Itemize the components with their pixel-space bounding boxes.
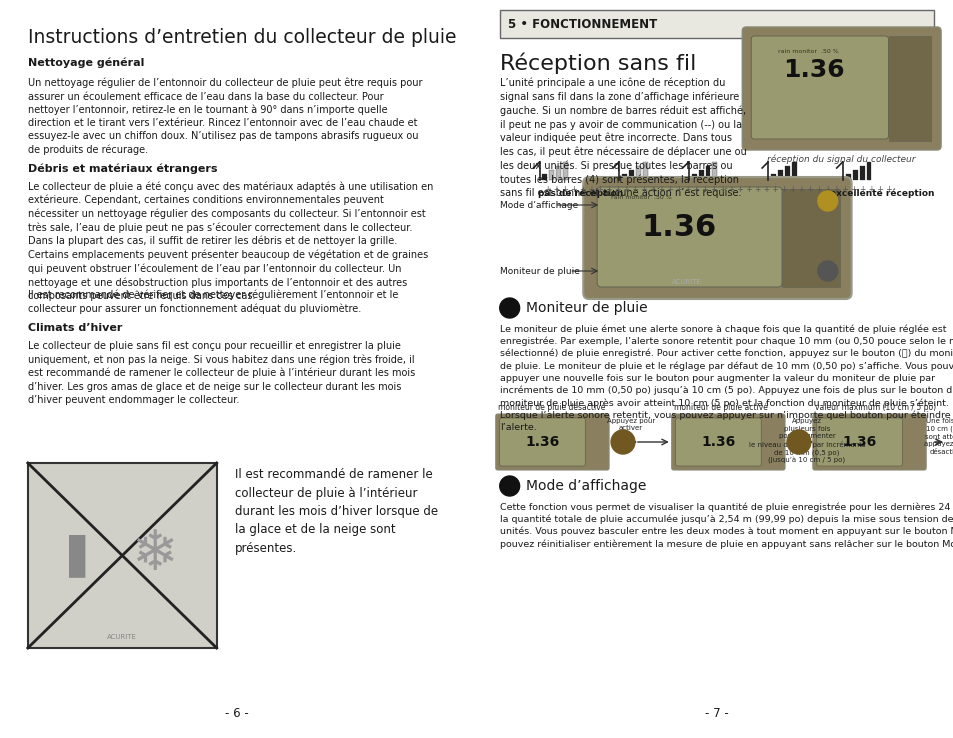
Text: B: B (823, 266, 831, 276)
FancyBboxPatch shape (750, 36, 887, 139)
Text: ACURITE: ACURITE (107, 634, 137, 640)
FancyBboxPatch shape (812, 414, 925, 470)
Text: A: A (823, 196, 831, 206)
Text: pas de réception: pas de réception (537, 188, 622, 198)
Text: Mode d’affichage: Mode d’affichage (499, 201, 578, 210)
Bar (621, 174, 626, 180)
Bar (865, 162, 871, 180)
Text: A: A (505, 303, 513, 313)
Text: - 6 -: - 6 - (225, 707, 249, 720)
Text: ACURITE: ACURITE (671, 279, 700, 285)
Text: Instructions d’entretien du collecteur de pluie: Instructions d’entretien du collecteur d… (28, 28, 456, 47)
Bar (28, 463, 216, 648)
Text: moniteur de pluie désactivé: moniteur de pluie désactivé (497, 402, 604, 412)
Circle shape (817, 261, 837, 281)
FancyBboxPatch shape (597, 187, 781, 287)
Text: Moniteur de pluie: Moniteur de pluie (499, 266, 579, 275)
Text: rain monitor  .50 %: rain monitor .50 % (611, 195, 671, 200)
Bar (770, 174, 775, 180)
Bar (499, 10, 933, 38)
Bar (636, 166, 640, 180)
Text: rain monitor  .50 %: rain monitor .50 % (778, 49, 838, 54)
Text: 1.36: 1.36 (640, 213, 716, 243)
Text: Mode d’affichage: Mode d’affichage (525, 479, 645, 493)
Circle shape (499, 298, 519, 318)
FancyBboxPatch shape (496, 414, 608, 470)
Circle shape (786, 430, 810, 454)
Text: 1.36: 1.36 (782, 58, 843, 82)
Bar (642, 162, 647, 180)
Text: ⓺: ⓺ (795, 435, 801, 449)
Text: 1.36: 1.36 (700, 435, 735, 449)
Text: valeur maximum (10 cm / 5 po): valeur maximum (10 cm / 5 po) (814, 403, 935, 412)
Text: Cette fonction vous permet de visualiser la quantité de pluie enregistrée pour l: Cette fonction vous permet de visualiser… (499, 502, 953, 549)
Bar (712, 162, 717, 180)
Bar (698, 170, 702, 180)
Text: - 7 -: - 7 - (704, 707, 728, 720)
Text: L’unité principale a une icône de réception du
signal sans fil dans la zone d’af: L’unité principale a une icône de récept… (499, 78, 745, 199)
Bar (691, 174, 696, 180)
Bar (542, 174, 547, 180)
Text: 5 • FONCTIONNEMENT: 5 • FONCTIONNEMENT (507, 18, 657, 30)
Text: ❄: ❄ (131, 528, 177, 582)
Bar (791, 162, 796, 180)
Text: Débris et matériaux étrangers: Débris et matériaux étrangers (28, 163, 217, 173)
Bar (784, 166, 789, 180)
Bar (859, 166, 863, 180)
Text: Le collecteur de pluie a été conçu avec des matériaux adaptés à une utilisation : Le collecteur de pluie a été conçu avec … (28, 181, 433, 301)
FancyBboxPatch shape (582, 177, 851, 299)
Text: Appuyez pour
activer: Appuyez pour activer (606, 418, 655, 432)
Text: Le collecteur de pluie sans fil est conçu pour recueillir et enregistrer la plui: Le collecteur de pluie sans fil est conç… (28, 341, 415, 404)
Text: excellente réception: excellente réception (829, 188, 933, 198)
Text: Nettoyage général: Nettoyage général (28, 58, 144, 69)
Bar (781, 189, 839, 287)
Bar (778, 170, 782, 180)
FancyBboxPatch shape (671, 414, 784, 470)
Text: Il est recommandé de ramener le
collecteur de pluie à l’intérieur
durant les moi: Il est recommandé de ramener le collecte… (234, 468, 437, 555)
Text: Climats d’hiver: Climats d’hiver (28, 323, 122, 333)
Text: Le moniteur de pluie émet une alerte sonore à chaque fois que la quantité de plu: Le moniteur de pluie émet une alerte son… (499, 324, 953, 432)
Bar (556, 166, 560, 180)
Text: ⓺: ⓺ (618, 435, 626, 449)
Text: 1.36: 1.36 (841, 435, 876, 449)
Circle shape (611, 430, 635, 454)
Text: moniteur de pluie activé: moniteur de pluie activé (673, 402, 767, 412)
Bar (549, 170, 554, 180)
Circle shape (499, 476, 519, 496)
FancyBboxPatch shape (816, 418, 902, 466)
Text: Moniteur de pluie: Moniteur de pluie (525, 301, 646, 315)
FancyBboxPatch shape (675, 418, 760, 466)
Text: + + + + + + + + + + + + + + + + + + + + + + + + + + + + + + + + + + + + + + + +: + + + + + + + + + + + + + + + + + + + + … (544, 185, 891, 194)
Circle shape (817, 191, 837, 211)
Text: ▐: ▐ (53, 534, 85, 577)
Bar (563, 162, 568, 180)
Bar (705, 166, 710, 180)
Text: 1.36: 1.36 (525, 435, 559, 449)
FancyBboxPatch shape (499, 418, 584, 466)
Bar (844, 174, 850, 180)
Text: B: B (505, 481, 513, 491)
Text: Il est recommandé de vérifier et de nettoyer régulièrement l’entonnoir et le
col: Il est recommandé de vérifier et de nett… (28, 290, 397, 314)
Text: réception du signal du collecteur: réception du signal du collecteur (766, 154, 915, 164)
Text: Une fois que
10 cm (5 po)
sont atteints,
appuyez pour
désactiver: Une fois que 10 cm (5 po) sont atteints,… (923, 418, 953, 455)
Text: Réception sans fil: Réception sans fil (499, 53, 696, 75)
Bar (628, 170, 633, 180)
Text: Un nettoyage régulier de l’entonnoir du collecteur de pluie peut être requis pou: Un nettoyage régulier de l’entonnoir du … (28, 78, 422, 155)
FancyBboxPatch shape (741, 27, 940, 150)
Text: Appuyez
plusieurs fois
pour augmenter
le niveau d’alerte par incréments
de 10 mm: Appuyez plusieurs fois pour augmenter le… (748, 418, 864, 464)
Bar (888, 36, 930, 141)
Bar (852, 170, 857, 180)
